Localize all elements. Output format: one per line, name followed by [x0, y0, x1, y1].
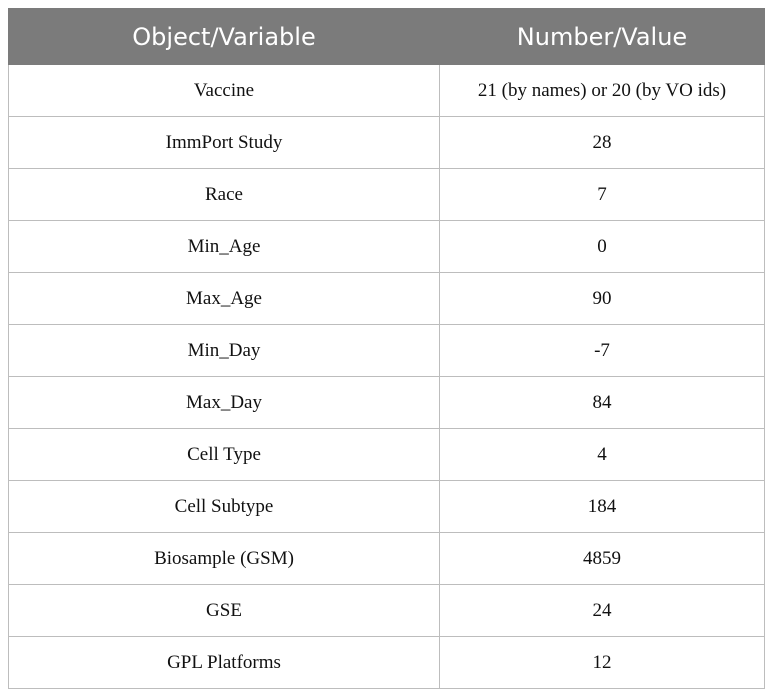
row-value-cell: 4859 [439, 532, 765, 585]
row-value-cell: 0 [439, 220, 765, 273]
table-row: Vaccine 21 (by names) or 20 (by VO ids) [8, 64, 765, 117]
row-object-cell: ImmPort Study [8, 116, 440, 169]
row-value-cell: -7 [439, 324, 765, 377]
row-object-cell: Min_Age [8, 220, 440, 273]
row-value-cell: 28 [439, 116, 765, 169]
row-object-cell: Max_Day [8, 376, 440, 429]
row-object-cell: Vaccine [8, 64, 440, 117]
row-object-cell: GSE [8, 584, 440, 637]
row-value-cell: 184 [439, 480, 765, 533]
table-row: Biosample (GSM) 4859 [8, 532, 765, 585]
row-object-cell: Cell Type [8, 428, 440, 481]
table-row: Min_Day -7 [8, 324, 765, 377]
row-object-cell: Cell Subtype [8, 480, 440, 533]
table-row: Race 7 [8, 168, 765, 221]
row-value-cell: 12 [439, 636, 765, 689]
data-table-container: Object/Variable Number/Value Vaccine 21 … [8, 8, 765, 689]
table-row: GSE 24 [8, 584, 765, 637]
table-row: Max_Day 84 [8, 376, 765, 429]
column-header-object: Object/Variable [8, 8, 440, 65]
row-object-cell: Race [8, 168, 440, 221]
row-object-cell: Min_Day [8, 324, 440, 377]
row-value-cell: 7 [439, 168, 765, 221]
row-value-cell: 4 [439, 428, 765, 481]
data-table: Object/Variable Number/Value Vaccine 21 … [8, 8, 765, 689]
table-row: Max_Age 90 [8, 272, 765, 325]
table-row: GPL Platforms 12 [8, 636, 765, 689]
row-value-cell: 21 (by names) or 20 (by VO ids) [439, 64, 765, 117]
header-row: Object/Variable Number/Value [8, 8, 765, 65]
table-row: Cell Subtype 184 [8, 480, 765, 533]
row-value-cell: 90 [439, 272, 765, 325]
row-value-cell: 84 [439, 376, 765, 429]
table-header: Object/Variable Number/Value [8, 8, 765, 65]
column-header-value: Number/Value [439, 8, 765, 65]
row-object-cell: Max_Age [8, 272, 440, 325]
table-row: ImmPort Study 28 [8, 116, 765, 169]
table-row: Min_Age 0 [8, 220, 765, 273]
table-row: Cell Type 4 [8, 428, 765, 481]
table-body: Vaccine 21 (by names) or 20 (by VO ids) … [8, 64, 765, 689]
row-object-cell: Biosample (GSM) [8, 532, 440, 585]
row-value-cell: 24 [439, 584, 765, 637]
row-object-cell: GPL Platforms [8, 636, 440, 689]
